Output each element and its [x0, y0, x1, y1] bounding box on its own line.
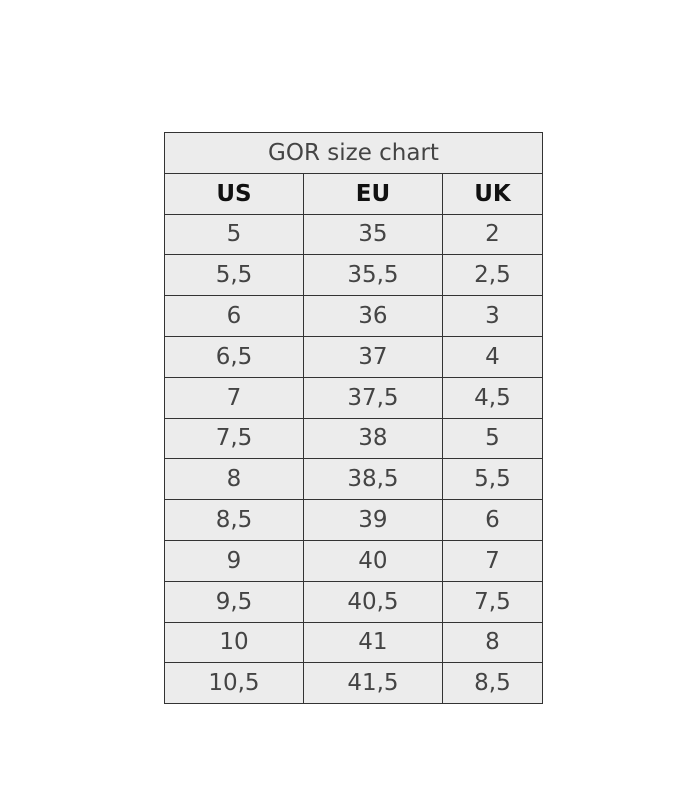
- cell-uk: 8: [441, 621, 544, 664]
- cell-uk: 5,5: [441, 458, 544, 501]
- table-row: 10,5 41,5 8,5: [164, 662, 544, 705]
- table-row: 10 41 8: [164, 621, 544, 664]
- cell-eu: 37,5: [302, 376, 443, 419]
- table-row: 8,5 39 6: [164, 499, 544, 541]
- cell-uk: 4: [441, 335, 544, 378]
- cell-eu: 35: [302, 213, 443, 256]
- cell-uk: 8,5: [441, 662, 544, 705]
- cell-eu: 37: [302, 335, 443, 378]
- cell-eu: 35,5: [302, 254, 443, 297]
- cell-eu: 40: [302, 539, 443, 582]
- cell-us: 5,5: [164, 254, 304, 297]
- table-row: 9,5 40,5 7,5: [164, 580, 544, 623]
- table-row: 5,5 35,5 2,5: [164, 254, 544, 297]
- table-title: GOR size chart: [164, 132, 543, 174]
- table-row: 7,5 38 5: [164, 417, 544, 460]
- cell-uk: 2: [441, 213, 544, 256]
- cell-eu: 38: [302, 417, 443, 460]
- cell-us: 10,5: [164, 662, 304, 705]
- cell-eu: 38,5: [302, 458, 443, 501]
- cell-us: 8,5: [164, 499, 304, 541]
- cell-uk: 2,5: [441, 254, 544, 297]
- table-row: 6 36 3: [164, 295, 544, 337]
- table-row: 7 37,5 4,5: [164, 376, 544, 419]
- cell-uk: 7,5: [441, 580, 544, 623]
- table-row: 6,5 37 4: [164, 335, 544, 378]
- title-row: GOR size chart: [164, 132, 543, 174]
- cell-uk: 3: [441, 295, 544, 337]
- size-chart-table: GOR size chart US EU UK 5 35 2 5,5 35,5 2,5 6 3…: [164, 132, 544, 705]
- cell-us: 7,5: [164, 417, 304, 460]
- cell-us: 9: [164, 539, 304, 582]
- cell-us: 7: [164, 376, 304, 419]
- header-us: US: [164, 172, 304, 215]
- cell-eu: 40,5: [302, 580, 443, 623]
- cell-us: 6: [164, 295, 304, 337]
- table-row: 5 35 2: [164, 213, 544, 256]
- cell-eu: 39: [302, 499, 443, 541]
- table-row: 9 40 7: [164, 539, 544, 582]
- cell-uk: 6: [441, 499, 544, 541]
- table-row: 8 38,5 5,5: [164, 458, 544, 501]
- cell-uk: 7: [441, 539, 544, 582]
- cell-us: 10: [164, 621, 304, 664]
- cell-us: 9,5: [164, 580, 304, 623]
- cell-us: 6,5: [164, 335, 304, 378]
- cell-eu: 36: [302, 295, 443, 337]
- cell-us: 8: [164, 458, 304, 501]
- cell-uk: 5: [441, 417, 544, 460]
- cell-eu: 41,5: [302, 662, 443, 705]
- header-row: US EU UK: [164, 172, 544, 215]
- header-eu: EU: [302, 172, 443, 215]
- cell-uk: 4,5: [441, 376, 544, 419]
- cell-eu: 41: [302, 621, 443, 664]
- cell-us: 5: [164, 213, 304, 256]
- header-uk: UK: [441, 172, 544, 215]
